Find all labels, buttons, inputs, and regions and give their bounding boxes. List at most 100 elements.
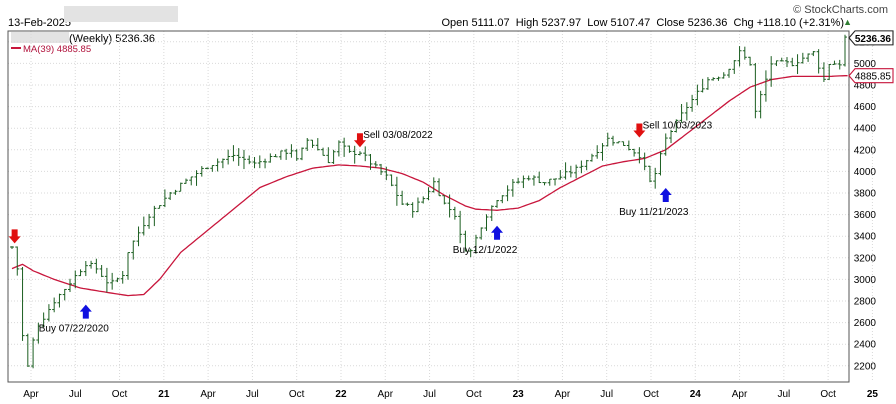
x-tick-label: Oct — [466, 389, 482, 400]
ohlc-bar — [684, 102, 689, 121]
chg-label: Chg — [733, 17, 754, 29]
y-tick-label: 3200 — [854, 253, 877, 264]
ohlc-bar — [89, 260, 94, 269]
ohlc-bar — [257, 155, 262, 169]
ohlc-bar — [674, 119, 679, 133]
ohlc-bar — [679, 103, 684, 123]
y-tick-label: 4200 — [854, 145, 877, 156]
ohlc-bar — [837, 59, 842, 70]
ohlc-bar — [695, 84, 700, 106]
buy-signal-label: Buy 07/22/2020 — [39, 324, 109, 335]
ohlc-bar — [442, 195, 447, 205]
ohlc-bar — [463, 230, 468, 252]
x-tick-label: Apr — [732, 389, 748, 400]
last-price-flag-text: 5236.36 — [855, 34, 892, 45]
ohlc-bar — [510, 179, 515, 197]
ohlc-bar — [110, 272, 115, 290]
ohlc-bar — [827, 64, 832, 81]
ohlc-bar — [495, 199, 500, 208]
ohlc-bar — [521, 175, 526, 189]
ohlc-bar — [516, 177, 521, 184]
grid — [8, 31, 873, 382]
x-tick-label: 25 — [867, 389, 879, 400]
ohlc-bar — [15, 246, 20, 276]
ohlc-bar — [83, 261, 88, 277]
x-tick-label: Jul — [600, 389, 613, 400]
x-tick-label: 22 — [335, 389, 347, 400]
x-tick-label: Apr — [200, 389, 216, 400]
ohlc-bar — [769, 56, 774, 87]
ohlc-bar — [790, 57, 795, 67]
x-tick-label: Oct — [112, 389, 128, 400]
ohlc-bar — [537, 171, 542, 184]
ohlc-bar — [821, 62, 826, 83]
plot-frame — [7, 30, 850, 383]
ohlc-bar — [284, 148, 289, 160]
ohlc-bar — [843, 34, 847, 67]
ohlc-bar — [737, 46, 742, 67]
y-tick-label: 5000 — [854, 59, 877, 70]
ohlc-bar — [247, 155, 252, 165]
ohlc-bar — [811, 51, 816, 57]
y-tick-label: 4600 — [854, 102, 877, 113]
ohlc-bar — [479, 227, 484, 240]
ohlc-bar — [484, 214, 489, 231]
signals: Buy 07/22/2020 Sell 03/08/2022 Buy 12/1/20… — [8, 121, 713, 335]
ohlc-bar — [394, 176, 399, 206]
ohlc-bar — [748, 56, 753, 66]
ohlc-bar — [310, 139, 315, 148]
ohlc-bar — [236, 148, 241, 166]
ohlc-bar — [716, 76, 721, 81]
ohlc-bar — [363, 146, 368, 162]
ohlc-bar — [621, 141, 626, 147]
ohlc-bar — [637, 147, 642, 164]
x-tick-label: Jul — [69, 389, 82, 400]
ohlc-bar — [626, 140, 631, 151]
ohlc-bar — [342, 137, 347, 157]
y-tick-label: 4000 — [854, 167, 877, 178]
ohlc-bar — [669, 129, 674, 144]
ma-legend-text: MA(39) 4885.85 — [23, 44, 92, 55]
ma-value-flag-text: 4885.85 — [855, 72, 892, 83]
y-tick-label: 2600 — [854, 318, 877, 329]
ohlc-bar — [563, 162, 568, 180]
y-tick-label: 2200 — [854, 361, 877, 372]
buy-arrow-icon — [491, 225, 504, 240]
x-tick-label: Apr — [377, 389, 393, 400]
ohlc-bar — [690, 94, 695, 112]
sell-arrow-icon — [353, 133, 366, 148]
ohlc-bar — [157, 205, 162, 209]
ohlc-bar — [389, 174, 394, 187]
ohlc-bar — [368, 153, 373, 170]
ohlc-bar — [553, 178, 558, 186]
ohlc-bar — [347, 145, 352, 153]
ohlc-bar — [452, 206, 457, 220]
price-legend-text: (Weekly) 5236.36 — [69, 33, 156, 45]
x-tick-label: Oct — [643, 389, 659, 400]
buy-arrow-icon — [79, 304, 92, 319]
ohlc-bar — [57, 293, 62, 308]
ohlc-bar — [774, 60, 779, 67]
ohlc-bar — [800, 52, 805, 64]
ohlc-bar — [99, 265, 104, 278]
x-tick-label: Jul — [246, 389, 259, 400]
ohlc-bar — [231, 145, 236, 162]
y-tick-label: 3600 — [854, 210, 877, 221]
ohlc-bar — [579, 160, 584, 174]
ohlc-bar — [595, 145, 600, 159]
ohlc-bar — [505, 185, 510, 202]
ohlc-bar — [473, 234, 478, 254]
ohlc-bar — [758, 90, 763, 119]
ohlc-bar — [458, 210, 463, 244]
y-tick-label: 3000 — [854, 275, 877, 286]
high-value: 5237.97 — [541, 17, 582, 29]
ohlc-bar — [352, 145, 357, 164]
ohlc-bar — [468, 248, 473, 258]
ohlc-bar — [326, 147, 331, 164]
ohlc-bar — [136, 226, 141, 247]
ohlc-bar — [379, 163, 384, 175]
brand-label: © StockCharts.com — [793, 4, 888, 16]
low-label: Low — [587, 17, 608, 29]
ohlc-bar — [331, 149, 336, 164]
ohlc-bar — [415, 197, 420, 213]
